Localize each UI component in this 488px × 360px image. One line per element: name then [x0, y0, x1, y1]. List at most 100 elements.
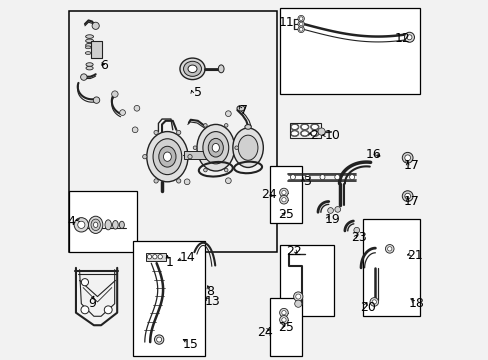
Ellipse shape — [105, 220, 111, 230]
Circle shape — [317, 128, 325, 135]
Ellipse shape — [290, 124, 298, 130]
Circle shape — [120, 110, 125, 116]
Bar — [280, 8, 419, 94]
Circle shape — [74, 218, 88, 232]
Bar — [280, 244, 333, 316]
Circle shape — [234, 146, 238, 149]
Ellipse shape — [85, 35, 93, 39]
Ellipse shape — [91, 219, 100, 230]
Circle shape — [111, 91, 118, 97]
Circle shape — [225, 178, 231, 184]
Circle shape — [299, 22, 303, 26]
Ellipse shape — [180, 58, 204, 80]
Ellipse shape — [93, 222, 98, 228]
Circle shape — [203, 123, 207, 127]
Circle shape — [299, 17, 303, 21]
Ellipse shape — [85, 51, 91, 54]
Ellipse shape — [203, 132, 228, 164]
Circle shape — [184, 179, 190, 185]
Circle shape — [281, 198, 285, 202]
Circle shape — [176, 130, 181, 135]
Ellipse shape — [290, 131, 298, 136]
Circle shape — [404, 32, 414, 42]
Circle shape — [93, 97, 100, 103]
Bar — [145, 253, 165, 261]
Ellipse shape — [112, 221, 118, 229]
Bar — [269, 166, 301, 223]
Circle shape — [281, 190, 285, 195]
Ellipse shape — [86, 63, 93, 66]
Circle shape — [81, 279, 88, 286]
Circle shape — [387, 247, 391, 251]
Circle shape — [319, 175, 325, 180]
Text: 17: 17 — [403, 195, 418, 208]
Circle shape — [402, 191, 412, 202]
Text: 21: 21 — [406, 249, 422, 262]
Ellipse shape — [300, 124, 308, 130]
Text: 8: 8 — [206, 285, 214, 298]
Ellipse shape — [85, 46, 91, 49]
Ellipse shape — [85, 43, 93, 47]
Ellipse shape — [159, 146, 176, 167]
Circle shape — [334, 175, 339, 180]
Circle shape — [334, 207, 340, 212]
Text: 5: 5 — [193, 86, 202, 99]
Text: 17: 17 — [403, 159, 418, 172]
Circle shape — [176, 179, 181, 183]
Ellipse shape — [163, 152, 171, 161]
Circle shape — [406, 35, 411, 40]
Ellipse shape — [237, 105, 244, 111]
Ellipse shape — [208, 138, 223, 157]
Text: 3: 3 — [303, 175, 310, 188]
Circle shape — [279, 309, 287, 317]
Circle shape — [154, 335, 163, 344]
Circle shape — [156, 337, 162, 342]
Ellipse shape — [85, 39, 93, 42]
Circle shape — [154, 130, 158, 135]
Ellipse shape — [146, 132, 187, 182]
Circle shape — [279, 188, 287, 197]
Circle shape — [104, 306, 112, 314]
Bar — [69, 12, 276, 252]
Text: 4: 4 — [67, 215, 75, 228]
Circle shape — [297, 21, 304, 27]
Circle shape — [293, 292, 303, 301]
Ellipse shape — [310, 125, 318, 130]
Bar — [183, 150, 212, 159]
Circle shape — [327, 208, 333, 213]
Circle shape — [297, 26, 304, 33]
Circle shape — [142, 154, 147, 159]
Circle shape — [92, 22, 99, 30]
Circle shape — [281, 311, 285, 315]
Circle shape — [224, 123, 227, 127]
Ellipse shape — [187, 65, 197, 73]
Ellipse shape — [212, 143, 219, 152]
Ellipse shape — [232, 128, 263, 167]
Ellipse shape — [88, 216, 102, 233]
Circle shape — [299, 28, 303, 31]
Circle shape — [225, 111, 231, 117]
Text: 19: 19 — [324, 213, 340, 226]
Circle shape — [154, 179, 158, 183]
Ellipse shape — [290, 125, 298, 130]
Circle shape — [187, 154, 192, 159]
Circle shape — [81, 74, 87, 80]
Bar — [289, 123, 320, 138]
Circle shape — [294, 300, 301, 307]
Circle shape — [152, 255, 157, 259]
Text: 16: 16 — [365, 148, 381, 161]
Circle shape — [134, 105, 140, 111]
Circle shape — [385, 244, 393, 253]
Bar — [69, 191, 137, 252]
Circle shape — [290, 175, 295, 180]
Bar — [362, 220, 419, 316]
Bar — [133, 241, 204, 356]
Text: 2: 2 — [310, 129, 318, 142]
Circle shape — [279, 195, 287, 204]
Text: 11: 11 — [278, 16, 294, 29]
Circle shape — [371, 300, 376, 304]
Ellipse shape — [310, 124, 319, 130]
Circle shape — [132, 127, 138, 133]
Ellipse shape — [238, 135, 258, 160]
Circle shape — [203, 168, 207, 172]
